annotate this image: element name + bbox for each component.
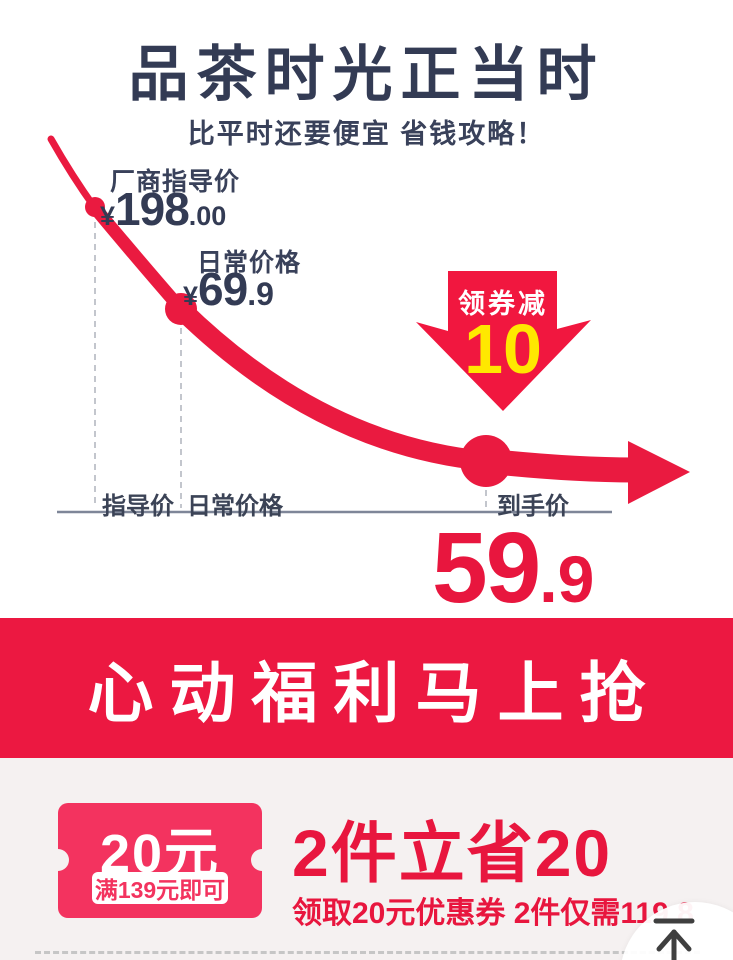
final-price: 59.9: [432, 518, 594, 618]
arrow-head: [628, 441, 690, 504]
arrow-up-to-top-icon: [653, 918, 695, 960]
price-curve-segment-1: [47, 135, 99, 212]
page-subtitle: 比平时还要便宜 省钱攻略！: [187, 119, 546, 149]
coupon-notch-right: [251, 849, 273, 871]
promo-banner-text: 心动福利马上抢: [87, 656, 662, 730]
point-price-guide: ¥198.00: [100, 183, 227, 235]
offer-note-prefix: 领取20元优惠券 2件仅需: [292, 897, 621, 930]
data-dot-final-price: [460, 435, 512, 487]
offer-headline: 2件立省20: [292, 816, 613, 890]
coupon-notch-left: [47, 849, 69, 871]
offer-note: 领取20元优惠券 2件仅需119.8: [292, 888, 694, 932]
dashed-separator: [35, 951, 700, 954]
coupon-down-arrow-badge: [416, 271, 591, 411]
badge-amount: 10: [464, 310, 542, 388]
final-price-frac: .9: [539, 542, 595, 616]
data-dot-daily-price: [165, 293, 197, 325]
coupon-ticket[interactable]: 20元 满139元即可: [47, 803, 273, 918]
point-label-guide-price: 厂商指导价: [110, 168, 241, 196]
data-dot-guide-price: [85, 197, 105, 217]
axis-label-daily-price: 日常价格: [187, 493, 283, 520]
coupon-condition: 满139元即可: [92, 872, 228, 904]
currency-symbol: ¥: [100, 201, 116, 231]
price-curve-segment-3: [171, 299, 496, 471]
currency-symbol: ¥: [183, 281, 199, 311]
final-price-main: 59: [432, 512, 541, 624]
point-label-daily-price: 日常价格: [197, 249, 302, 277]
badge-label: 领券减: [458, 289, 548, 319]
promo-banner: 心动福利马上抢: [0, 618, 733, 758]
page-title: 品茶时光正当时: [128, 41, 605, 108]
axis-label-guide-price: 指导价: [102, 493, 174, 520]
back-to-top-button[interactable]: [620, 902, 733, 960]
point-price-daily: ¥69.9: [183, 263, 274, 315]
axis-label-final-price: 到手价: [497, 493, 569, 520]
